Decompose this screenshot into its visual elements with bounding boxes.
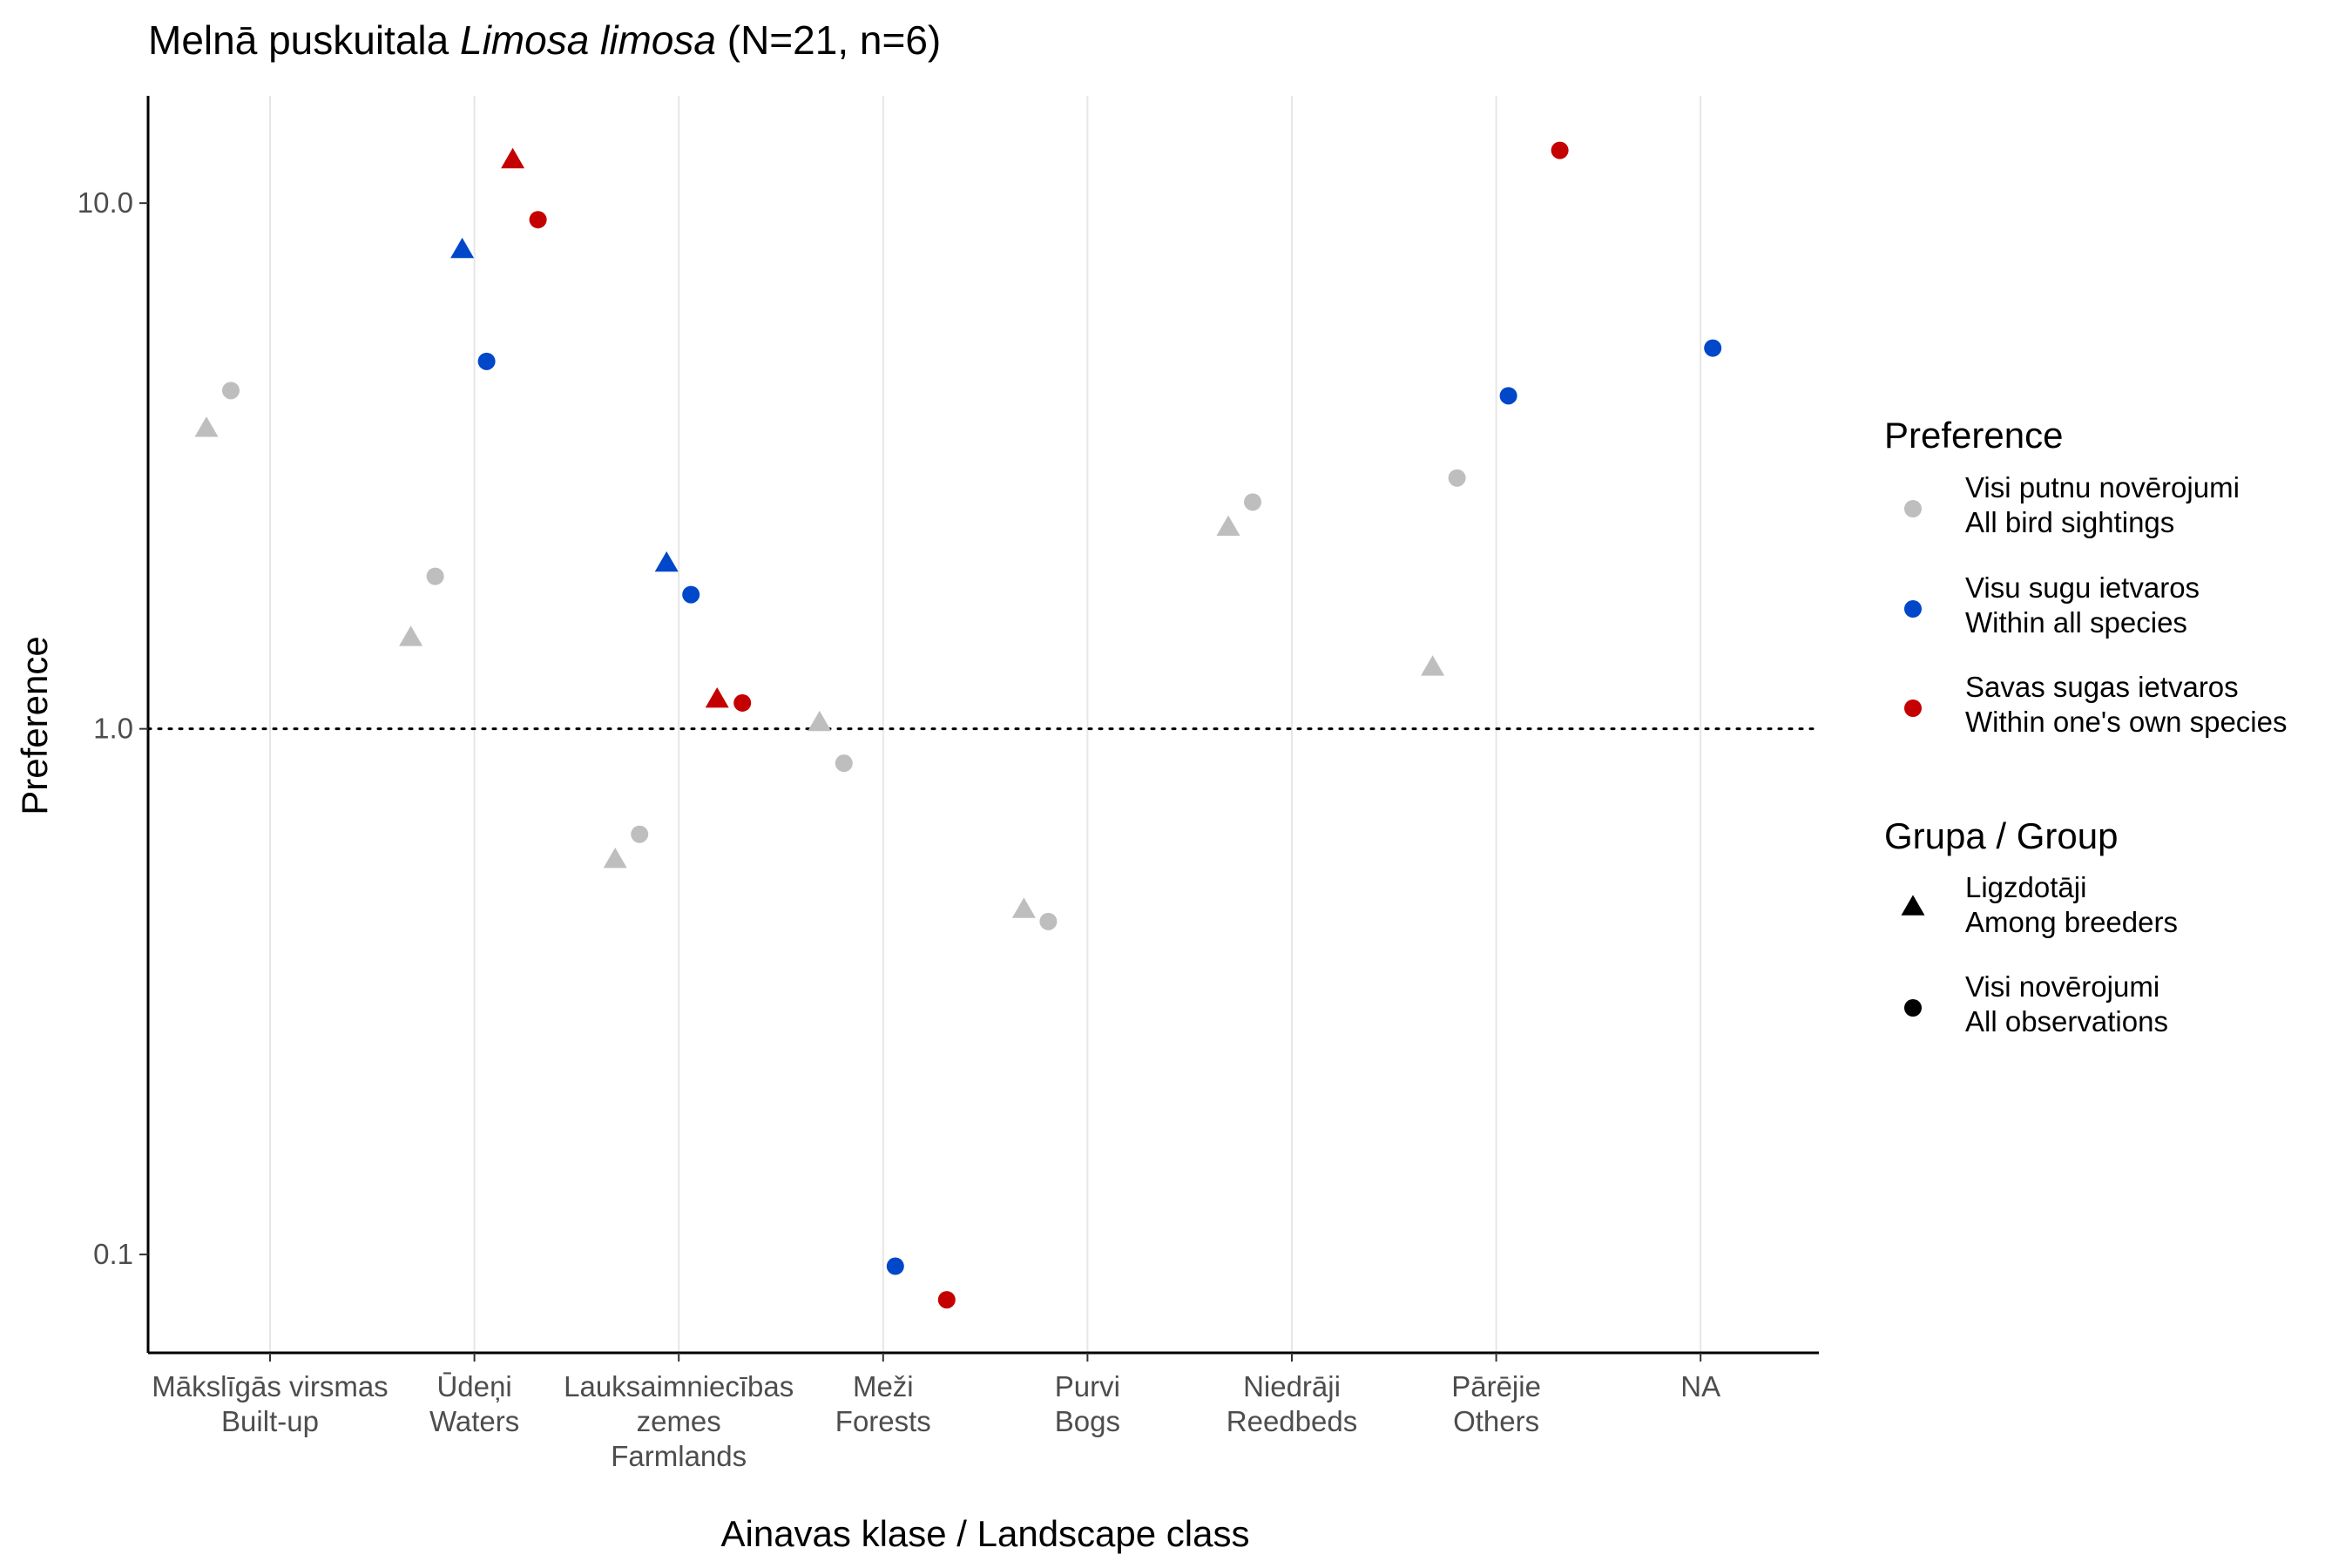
data-point-circle	[1551, 141, 1569, 159]
x-tick-label: NA	[1680, 1370, 1720, 1402]
legend-key-all_birds	[1904, 500, 1922, 517]
data-points	[194, 141, 1722, 1309]
data-point-triangle	[1421, 655, 1445, 676]
axes: 0.1 1.0 10.0 Mākslīgās virsmas Built-up Ūdeņi…	[78, 96, 1819, 1472]
legend-label-line1: Ligzdotāji	[1965, 871, 2086, 903]
gridlines	[269, 96, 1702, 1353]
x-tick-label-line: Lauksaimniecības	[564, 1370, 794, 1402]
data-point-triangle	[654, 551, 679, 572]
data-point-circle	[1499, 387, 1517, 405]
data-point-triangle	[1216, 515, 1240, 536]
data-point-triangle	[501, 147, 525, 169]
legend-key-all-obs	[1904, 999, 1922, 1017]
data-point-circle	[937, 1291, 956, 1309]
data-point-triangle	[603, 848, 627, 868]
legend-label-line1: Savas sugas ietvaros	[1965, 671, 2239, 703]
data-point-triangle	[705, 687, 729, 708]
legend-label-line1: Visi putnu novērojumi	[1965, 471, 2240, 504]
legend-label-line1: Visi novērojumi	[1965, 970, 2159, 1003]
y-tick-label: 0.1	[93, 1238, 133, 1270]
x-tick-label: Ūdeņi Waters	[429, 1370, 519, 1437]
data-point-circle	[733, 693, 752, 712]
data-point-triangle	[808, 710, 832, 732]
data-point-triangle	[1011, 897, 1036, 918]
x-tick-label-line: Farmlands	[611, 1440, 747, 1472]
x-tick-label-line: Built-up	[221, 1405, 319, 1437]
data-point-triangle	[450, 237, 475, 259]
data-point-circle	[529, 211, 547, 229]
x-tick-label: Purvi Bogs	[1055, 1370, 1120, 1437]
legend-key-breeders	[1901, 895, 1925, 916]
legend-title-group: Grupa / Group	[1884, 815, 2118, 856]
chart-title-suffix: (N=21, n=6)	[716, 17, 941, 63]
y-tick-label: 1.0	[93, 713, 133, 745]
x-axis-title: Ainavas klase / Landscape class	[720, 1513, 1249, 1554]
x-tick-label: Mākslīgās virsmas Built-up	[152, 1370, 388, 1437]
data-point-circle	[1244, 493, 1261, 511]
x-tick-label-line: Forests	[835, 1405, 931, 1437]
x-tick-label: Meži Forests	[835, 1370, 931, 1437]
data-point-circle	[631, 825, 649, 843]
x-tick-label-line: Pārējie	[1451, 1370, 1541, 1402]
chart-title-species: Limosa limosa	[460, 17, 716, 63]
legend-label-line2: Within all species	[1965, 606, 2187, 639]
data-point-circle	[1039, 912, 1058, 930]
x-tick-label-line: Bogs	[1055, 1405, 1120, 1437]
x-tick-label: Lauksaimniecības zemes Farmlands	[564, 1370, 794, 1472]
y-axis-title: Preference	[14, 636, 55, 814]
legend-label-line2: All observations	[1965, 1005, 2168, 1037]
data-point-circle	[222, 382, 240, 400]
legend-label-line1: Visu sugu ietvaros	[1965, 571, 2200, 604]
data-point-triangle	[194, 416, 219, 437]
y-tick-label: 10.0	[78, 186, 133, 219]
x-tick-label-line: NA	[1680, 1370, 1720, 1402]
data-point-circle	[835, 754, 853, 773]
legend-key-own_species	[1904, 700, 1922, 717]
legend-title-preference: Preference	[1884, 415, 2063, 456]
data-point-circle	[1704, 339, 1722, 357]
x-tick-label-line: Purvi	[1055, 1370, 1120, 1402]
legend-label-line2: Within one's own species	[1965, 706, 2287, 738]
legend-label-line2: Among breeders	[1965, 906, 2178, 938]
data-point-circle	[477, 352, 496, 370]
data-point-circle	[682, 585, 700, 604]
x-tick-label-line: Others	[1453, 1405, 1539, 1437]
x-tick-label-line: Niedrāji	[1243, 1370, 1341, 1402]
x-tick-label-line: Mākslīgās virsmas	[152, 1370, 388, 1402]
data-point-circle	[426, 567, 444, 585]
x-tick-label-line: Reedbeds	[1227, 1405, 1357, 1437]
data-point-triangle	[399, 625, 423, 646]
x-tick-label: Niedrāji Reedbeds	[1227, 1370, 1357, 1437]
data-point-circle	[886, 1257, 904, 1275]
chart-title: Melnā puskuitala Limosa limosa (N=21, n=…	[148, 17, 941, 63]
x-tick-label-line: Waters	[429, 1405, 519, 1437]
x-tick-label-line: zemes	[637, 1405, 721, 1437]
x-tick-label-line: Meži	[853, 1370, 914, 1402]
x-tick-label-line: Ūdeņi	[436, 1370, 511, 1402]
legend-key-all_species	[1904, 600, 1922, 618]
data-point-circle	[1448, 469, 1466, 487]
chart-title-prefix: Melnā puskuitala	[148, 17, 460, 63]
x-tick-label: Pārējie Others	[1451, 1370, 1541, 1437]
legend-label-line2: All bird sightings	[1965, 506, 2174, 538]
